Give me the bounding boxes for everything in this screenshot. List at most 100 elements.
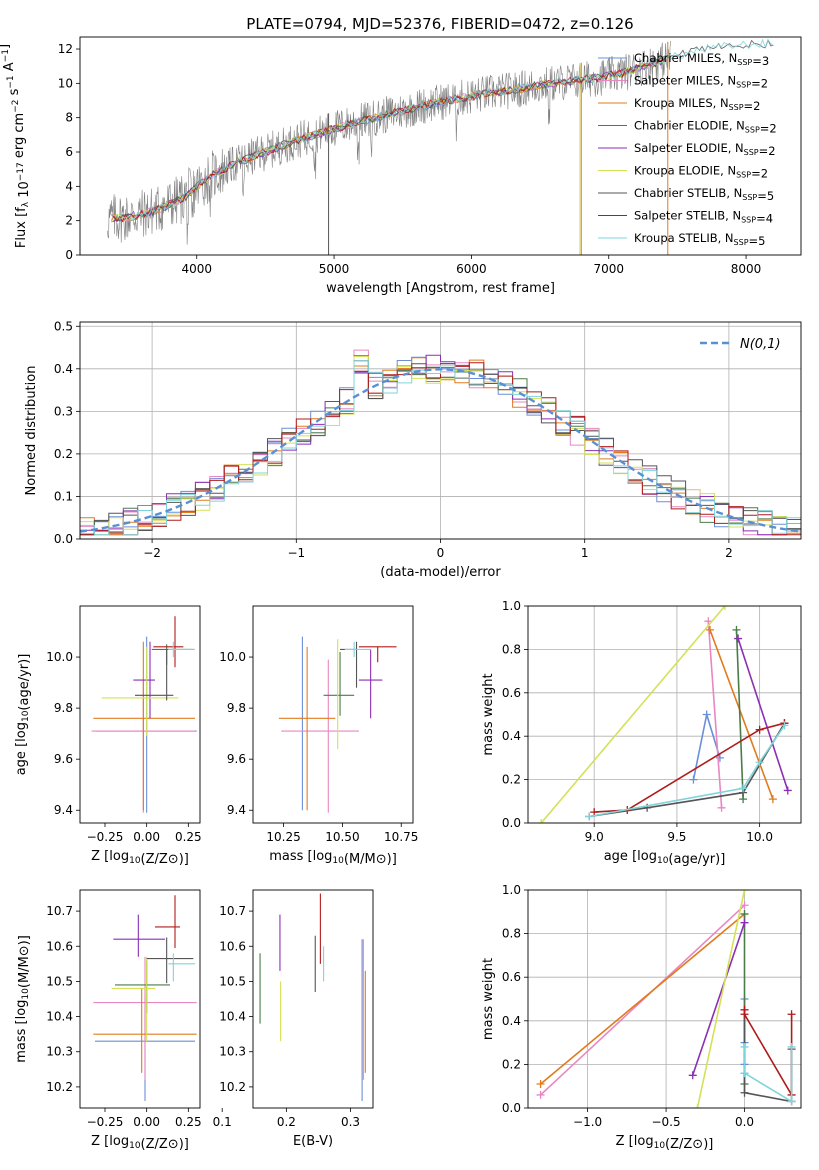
weight-marker bbox=[740, 918, 749, 927]
legend-entry: Chabrier STELIB, NSSP=5 bbox=[634, 186, 774, 203]
y-tick-label: 0.1 bbox=[54, 489, 73, 503]
weight-marker bbox=[739, 784, 748, 793]
x-tick-label: 0.00 bbox=[133, 1115, 160, 1129]
errorbar-point bbox=[358, 649, 383, 719]
y-tick-label: 0.6 bbox=[502, 686, 521, 700]
y-axis: 10.2 10.3 10.4 10.5 10.6 10.7 bbox=[219, 904, 253, 1094]
x-tick-label: 0.3 bbox=[341, 1115, 360, 1129]
x-tick-label: −0.25 bbox=[87, 830, 124, 844]
plot-area bbox=[107, 38, 774, 255]
x-axis-label: Z [log10(Z/Z⊙)] bbox=[91, 1134, 189, 1152]
errorbar-point bbox=[93, 988, 197, 1073]
weight-series bbox=[585, 721, 789, 821]
weight-marker bbox=[720, 606, 729, 610]
weight-series bbox=[706, 625, 777, 804]
y-tick-label: 0.2 bbox=[54, 447, 73, 461]
y-axis: 0.0 0.2 0.4 0.6 0.8 1.0 bbox=[502, 599, 801, 830]
weight-series bbox=[740, 1042, 796, 1106]
y-tick-label: 0.0 bbox=[54, 532, 73, 546]
weight-marker bbox=[734, 634, 743, 643]
y-axis-label: mass weight bbox=[481, 673, 496, 755]
legend-entry: N(0,1) bbox=[740, 337, 781, 352]
x-tick-label: 9.0 bbox=[585, 830, 604, 844]
weight-line bbox=[709, 629, 774, 800]
y-tick-label: 0.2 bbox=[502, 1057, 521, 1071]
y-tick-label: 9.4 bbox=[227, 803, 246, 817]
x-axis-label: age [log10(age/yr)] bbox=[604, 849, 726, 867]
plot-area bbox=[537, 606, 792, 823]
weight-marker bbox=[740, 890, 749, 894]
y-tick-label: 10.2 bbox=[219, 1080, 246, 1094]
plot-area bbox=[91, 616, 197, 813]
x-axis-label: mass [log10(M/M⊙)] bbox=[269, 849, 397, 867]
model-fit-line bbox=[111, 56, 667, 223]
x-tick-label: 0.2 bbox=[277, 1115, 296, 1129]
y-axis-label: Flux [fλ 10−17 erg cm−2 s−1 A−1] bbox=[0, 44, 32, 248]
errorbar-point bbox=[111, 956, 155, 1042]
x-axis: 9.0 9.5 10.0 bbox=[585, 606, 773, 844]
weight-marker bbox=[787, 1010, 796, 1019]
weight-marker bbox=[689, 775, 698, 784]
y-axis-label: mass [log10(M/M⊙)] bbox=[14, 935, 32, 1063]
weight-line bbox=[589, 722, 786, 818]
weight-marker bbox=[688, 1071, 697, 1080]
y-axis-label: age [log10(age/yr)] bbox=[14, 654, 32, 776]
weight-marker bbox=[706, 625, 714, 634]
y-tick-label: 12 bbox=[58, 42, 73, 56]
y-axis: 9.4 9.6 9.8 10.0 bbox=[219, 650, 253, 817]
weight-marker bbox=[787, 1097, 796, 1106]
weight-marker bbox=[693, 1104, 702, 1108]
weight-line bbox=[737, 638, 789, 791]
y-tick-label: 9.8 bbox=[227, 701, 246, 715]
errorbar-point bbox=[133, 641, 155, 719]
errorbar-point bbox=[344, 641, 371, 658]
weight-marker bbox=[740, 1010, 749, 1019]
weight-marker bbox=[740, 909, 749, 918]
axes-frame bbox=[79, 321, 802, 540]
weight-series bbox=[704, 617, 726, 812]
y-tick-label: 10.5 bbox=[46, 974, 73, 988]
model-fit-line bbox=[111, 38, 774, 221]
errorbar-point bbox=[113, 914, 165, 957]
y-tick-label: 9.8 bbox=[54, 701, 73, 715]
x-tick-label: −1.0 bbox=[573, 1115, 602, 1129]
x-tick-label: 0.0 bbox=[735, 1115, 754, 1129]
x-tick-label: 7000 bbox=[593, 262, 624, 276]
y-tick-label: 0.2 bbox=[502, 773, 521, 787]
y-tick-label: 4 bbox=[65, 179, 73, 193]
y-tick-label: 10.6 bbox=[219, 939, 246, 953]
errorbar-point bbox=[281, 659, 359, 813]
weight-series bbox=[688, 918, 749, 1080]
normal-curve bbox=[80, 368, 801, 533]
x-tick-label: 4000 bbox=[181, 262, 212, 276]
y-tick-label: 10.5 bbox=[219, 974, 246, 988]
weight-marker bbox=[787, 1042, 796, 1051]
x-tick-label: 9.5 bbox=[667, 830, 686, 844]
errorbar-point bbox=[93, 956, 197, 1080]
histogram-step bbox=[80, 356, 801, 536]
weight-line bbox=[743, 1047, 793, 1103]
axes-frame bbox=[252, 605, 414, 824]
weight-line bbox=[696, 890, 746, 1108]
y-tick-label: 10.0 bbox=[219, 650, 246, 664]
y-axis-label: Normed distribution bbox=[24, 366, 39, 496]
legend-entry: Kroupa ELODIE, NSSP=2 bbox=[634, 164, 768, 181]
axes-frame bbox=[527, 889, 802, 1109]
x-tick-label: 10.75 bbox=[384, 830, 418, 844]
errorbar-point bbox=[168, 953, 195, 982]
weight-series bbox=[732, 625, 748, 804]
weight-marker bbox=[702, 710, 711, 719]
y-tick-label: 1.0 bbox=[502, 883, 521, 897]
errorbar-point bbox=[278, 646, 336, 811]
y-tick-label: 0.8 bbox=[502, 927, 521, 941]
x-tick-label: 2 bbox=[725, 546, 733, 560]
weight-series bbox=[537, 606, 729, 823]
plot-mass_weight_vs_age: 9.0 9.5 10.0 0.0 0.2 0.4 0.6 0.8 1.0 age [log10(a… bbox=[481, 599, 802, 867]
weight-line bbox=[594, 722, 785, 813]
errorbar-point bbox=[115, 960, 170, 1014]
y-tick-label: 8 bbox=[65, 111, 73, 125]
weight-marker bbox=[585, 812, 594, 821]
x-tick-label: 0 bbox=[437, 546, 445, 560]
plot-age_vs_mass: 10.25 10.50 10.75 9.4 9.6 9.8 10.0 mass [log10(… bbox=[219, 605, 418, 867]
errorbar-point bbox=[323, 651, 355, 716]
